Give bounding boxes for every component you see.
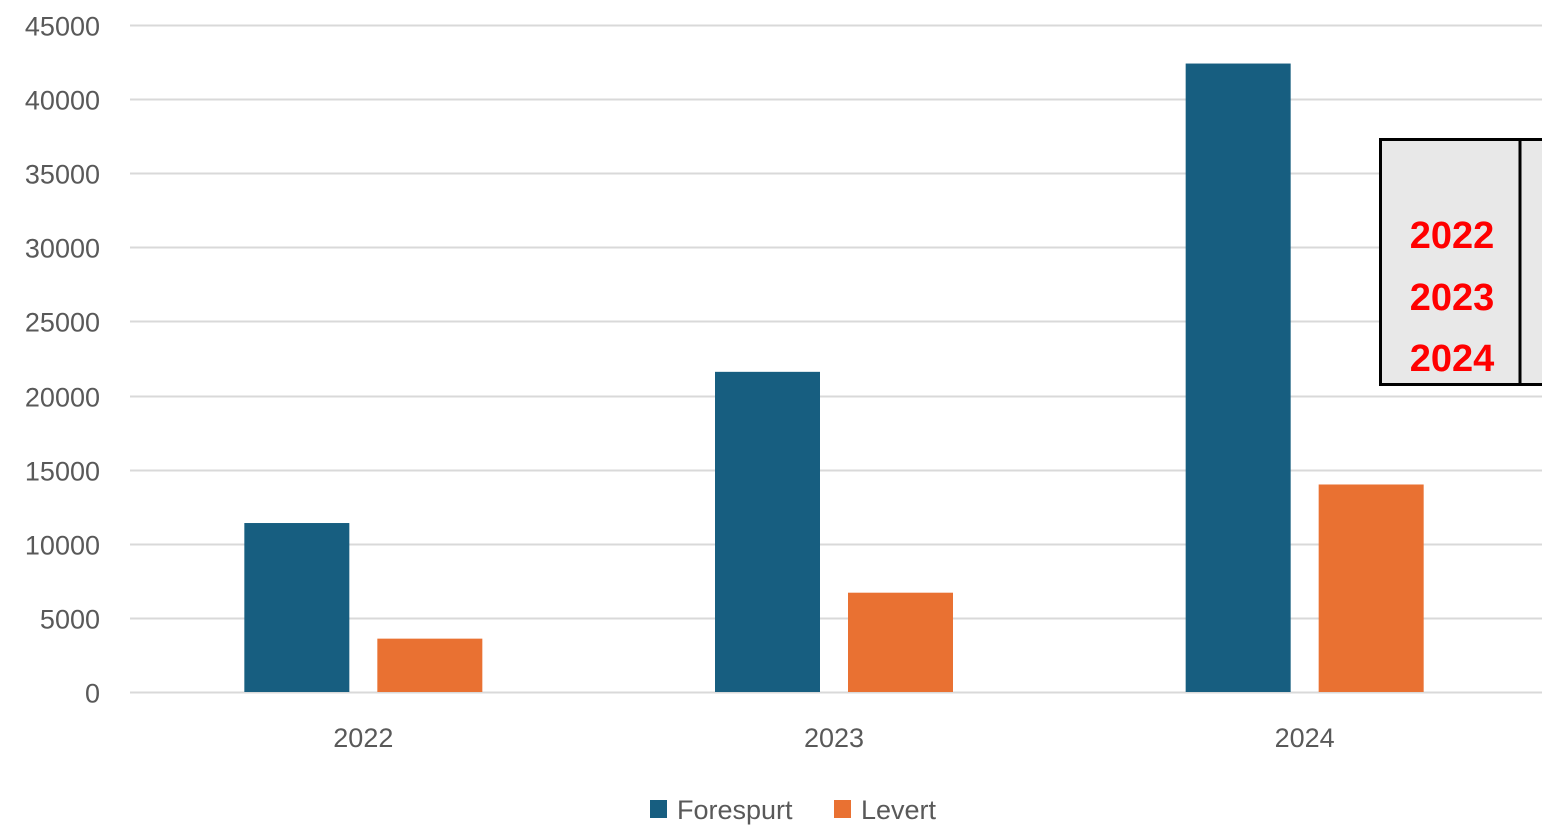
- legend-label-levert: Levert: [861, 795, 937, 825]
- y-tick-label: 45000: [25, 12, 100, 42]
- y-tick-label: 20000: [25, 383, 100, 413]
- bars: [244, 63, 1424, 692]
- legend: Forespurt Levert: [650, 795, 937, 825]
- y-tick-label: 15000: [25, 457, 100, 487]
- bar-forespurt-2022: [244, 523, 350, 692]
- gridlines: [130, 24, 1542, 694]
- y-tick-label: 30000: [25, 234, 100, 264]
- overlay-year-2022: 2022: [1410, 215, 1495, 257]
- y-tick-label: 25000: [25, 308, 100, 338]
- y-tick-label: 40000: [25, 86, 100, 116]
- legend-label-forespurt: Forespurt: [677, 795, 793, 825]
- y-tick-label: 0: [85, 679, 100, 709]
- bar-levert-2022: [377, 638, 483, 692]
- x-tick-label: 2023: [804, 723, 864, 753]
- bar-levert-2024: [1318, 484, 1424, 692]
- x-axis-tick-labels: 2022 2023 2024: [333, 723, 1334, 753]
- bar-forespurt-2024: [1185, 63, 1291, 692]
- y-tick-label: 35000: [25, 160, 100, 190]
- overlay-table-frame: [1379, 138, 1542, 386]
- bar-forespurt-2023: [715, 371, 820, 692]
- y-tick-label: 10000: [25, 531, 100, 561]
- y-tick-label: 5000: [40, 605, 100, 635]
- overlay-year-2023: 2023: [1410, 277, 1495, 319]
- x-tick-label: 2024: [1275, 723, 1335, 753]
- overlay-year-2024: 2024: [1410, 338, 1495, 380]
- y-axis-tick-labels: 0 5000 10000 15000 20000 25000 30000 35000 40000…: [25, 12, 100, 709]
- x-tick-label: 2022: [333, 723, 393, 753]
- legend-swatch-levert: [834, 800, 851, 818]
- legend-swatch-forespurt: [650, 800, 667, 818]
- bar-levert-2023: [848, 592, 953, 692]
- overlay-table: 2022 2023 2024: [1379, 138, 1542, 386]
- overlay-table-rows: 2022 2023 2024: [1410, 215, 1495, 380]
